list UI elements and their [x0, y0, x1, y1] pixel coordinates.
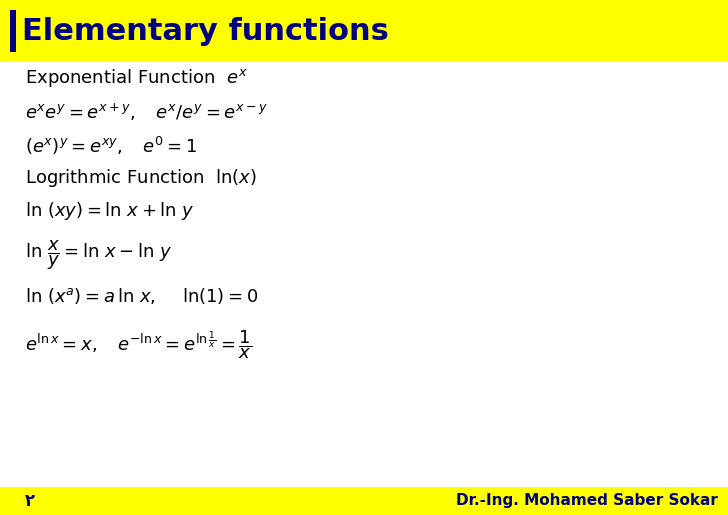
Text: Dr.-Ing. Mohamed Saber Sokar: Dr.-Ing. Mohamed Saber Sokar — [456, 493, 718, 508]
Text: $e^xe^y = e^{x+y},$   $e^x / e^y = e^{x-y}$: $e^xe^y = e^{x+y},$ $e^x / e^y = e^{x-y}… — [25, 102, 268, 123]
Text: Elementary functions: Elementary functions — [22, 16, 389, 45]
Text: $\ln\,(xy) = \ln\,x + \ln\,y$: $\ln\,(xy) = \ln\,x + \ln\,y$ — [25, 200, 195, 222]
Text: $(e^x)^y = e^{xy},$   $e^0 = 1$: $(e^x)^y = e^{xy},$ $e^0 = 1$ — [25, 135, 197, 157]
FancyBboxPatch shape — [0, 0, 728, 62]
FancyBboxPatch shape — [10, 10, 16, 52]
Text: Logrithmic Function  $\ln(x)$: Logrithmic Function $\ln(x)$ — [25, 167, 257, 189]
Text: $\ln\,\dfrac{x}{y} = \ln\,x - \ln\,y$: $\ln\,\dfrac{x}{y} = \ln\,x - \ln\,y$ — [25, 238, 173, 271]
Text: $\ln\,(x^a ) = a\,\ln\,x,$    $\ln(1) = 0$: $\ln\,(x^a ) = a\,\ln\,x,$ $\ln(1) = 0$ — [25, 286, 258, 306]
Text: Exponential Function  $e^x$: Exponential Function $e^x$ — [25, 67, 248, 89]
FancyBboxPatch shape — [0, 487, 728, 515]
Text: $e^{\ln x} = x,$   $e^{-\ln x} = e^{{\ln\frac{1}{x}}} = \dfrac{1}{x}$: $e^{\ln x} = x,$ $e^{-\ln x} = e^{{\ln\f… — [25, 328, 252, 360]
Text: ٢: ٢ — [25, 492, 35, 510]
